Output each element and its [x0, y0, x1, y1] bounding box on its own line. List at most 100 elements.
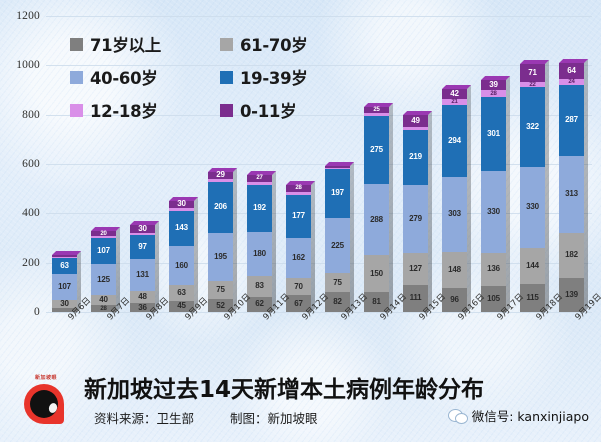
bar-value-label: 82	[333, 296, 342, 306]
bar-value-label: 143	[175, 223, 188, 233]
bar-segment: 9	[130, 232, 155, 236]
bar-segment: 4	[52, 257, 77, 259]
bar-value-label: 97	[138, 242, 147, 252]
bar-segment: 192	[247, 184, 272, 232]
legend-item: 12-18岁	[70, 98, 220, 122]
bar-segment: 30	[169, 200, 194, 208]
bar-segment: 75	[208, 280, 233, 300]
bar-segment: 40	[91, 295, 116, 306]
bar-segment: 197	[325, 169, 350, 218]
legend-item: 61-70岁	[220, 32, 370, 56]
legend-item: 0-11岁	[220, 98, 370, 122]
bar-segment: 177	[286, 194, 311, 239]
wechat-label: 微信号: kanxinjiapo	[471, 409, 589, 424]
legend-swatch	[220, 70, 233, 84]
bar-segment: 294	[442, 104, 467, 178]
gridline	[46, 16, 592, 17]
bar-value-label: 105	[487, 294, 500, 304]
x-axis: 9月6日 9月7日 9月8日 9月9日 9月10日 9月11日 9月12日 9月13日 9月14…	[46, 292, 601, 358]
bar-segment: 28	[286, 184, 311, 192]
bar-segment: 63	[169, 285, 194, 301]
bar-segment: 4	[325, 168, 350, 170]
bar-segment: 288	[364, 184, 389, 256]
bar-segment: 275	[364, 116, 389, 184]
legend-item: 19-39岁	[220, 65, 370, 89]
gridline	[46, 262, 592, 264]
bar-segment: 70	[286, 278, 311, 296]
bar-column: 67 70 162 177 1228	[286, 180, 316, 312]
bar-value-label: 28	[490, 90, 497, 97]
bar-segment: 12	[247, 181, 272, 185]
bar-segment: 279	[403, 184, 428, 254]
bar-top-face	[520, 60, 550, 65]
bar-segment: 83	[247, 276, 272, 297]
bar-segment: 162	[286, 238, 311, 279]
bar-segment: 150	[364, 255, 389, 293]
legend-swatch	[70, 37, 83, 51]
bar-segment: 20	[91, 230, 116, 237]
chart-legend: 71岁以上 61-70岁 40-60岁 19-39岁 12-18岁 0-11岁	[70, 32, 370, 122]
bar-segment: 127	[403, 253, 428, 285]
bar-segment: 160	[169, 245, 194, 286]
bar-column: 139 182 313 287 24 64	[559, 59, 589, 312]
bar-column: 62 83 180 192 1227	[247, 170, 277, 312]
bar-segment: 7	[91, 236, 116, 239]
bar-value-label: 64	[567, 66, 576, 76]
gridline	[46, 114, 592, 116]
bar-segment: 97	[130, 235, 155, 259]
bar-segment: 28	[91, 305, 116, 312]
bar-value-label: 71	[528, 68, 537, 78]
bar-segment: 322	[520, 87, 545, 167]
bar-segment: 28	[481, 90, 506, 97]
legend-label: 19-39岁	[240, 69, 308, 88]
legend-swatch	[220, 103, 233, 117]
bar-value-label: 150	[370, 268, 383, 278]
bar-segment: 287	[559, 84, 584, 156]
plot-area: 1830107634102840125107720364813197930456…	[46, 16, 592, 313]
bar-value-label: 63	[177, 288, 186, 298]
bar-segment: 11	[325, 165, 350, 169]
bar-column: 96 148 303 294 21 42	[442, 85, 472, 312]
bar-value-label: 225	[331, 240, 344, 250]
singapore-eye-logo-icon: 新加坡眼	[18, 370, 76, 428]
bar-segment: 64	[559, 63, 584, 79]
bar-value-label: 330	[487, 206, 500, 216]
bar-value-label: 21	[451, 99, 458, 105]
bar-column: 82 75 225 197 411	[325, 161, 355, 312]
bar-value-label: 36	[138, 302, 147, 312]
bar-segment: 330	[520, 166, 545, 249]
bar-value-label: 107	[58, 281, 71, 291]
bar-segment: 75	[325, 273, 350, 292]
bar-value-label: 28	[100, 305, 107, 312]
bar-segment: 206	[208, 181, 233, 233]
bar-segment: 144	[520, 248, 545, 284]
bar-segment: 82	[325, 291, 350, 312]
bar-segment: 49	[403, 114, 428, 128]
bar-segment: 225	[325, 217, 350, 274]
bar-segment: 182	[559, 232, 584, 278]
bar-top-face	[403, 110, 433, 115]
gridline	[46, 164, 592, 165]
wechat-handle: 微信号: kanxinjiapo	[447, 406, 589, 425]
gridline	[46, 312, 592, 313]
bar-segment: 195	[208, 232, 233, 281]
bar-segment: 107	[52, 273, 77, 301]
bar-segment: 131	[130, 258, 155, 292]
bar-value-label: 40	[99, 295, 108, 305]
legend-swatch	[220, 37, 233, 51]
bar-segment: 27	[247, 174, 272, 182]
bar-value-label: 288	[370, 214, 383, 224]
bar-column: 81 150 288 275 1225	[364, 103, 394, 312]
y-tick-label: 200	[22, 256, 40, 269]
legend-label: 12-18岁	[90, 102, 158, 121]
bar-value-label: 83	[255, 281, 264, 291]
bar-segment: 12	[208, 178, 233, 182]
bar-value-label: 45	[177, 301, 186, 311]
bar-value-label: 301	[487, 129, 500, 139]
bar-segment: 22	[520, 82, 545, 88]
chart-footer: 新加坡眼 新加坡过去14天新增本土病例年龄分布 资料来源：卫生部 制图：新加坡眼…	[0, 358, 601, 442]
bar-value-label: 20	[100, 230, 107, 237]
wechat-icon	[447, 408, 468, 424]
bar-top-face	[286, 180, 316, 185]
